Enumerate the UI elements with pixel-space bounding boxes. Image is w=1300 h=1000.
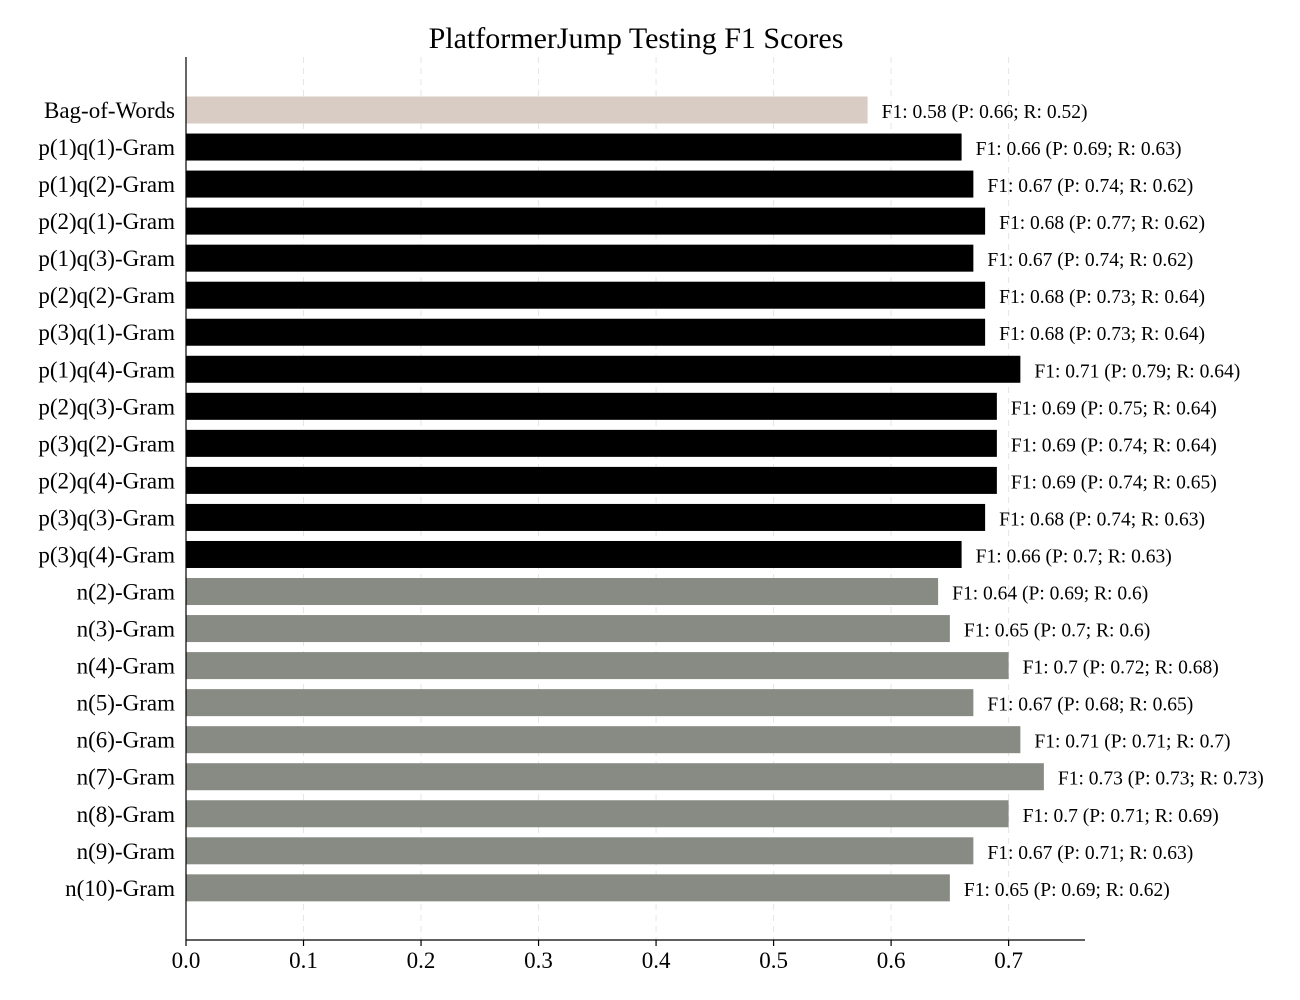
bar-n-2-gram bbox=[186, 578, 939, 606]
bar-value-label: F1: 0.67 (P: 0.74; R: 0.62) bbox=[987, 176, 1193, 197]
bar-p-3-q-2-gram bbox=[186, 429, 997, 457]
chart-title: PlatformerJump Testing F1 Scores bbox=[429, 22, 844, 55]
bar-value-label: F1: 0.73 (P: 0.73; R: 0.73) bbox=[1058, 769, 1264, 790]
y-category-label: p(1)q(4)-Gram bbox=[38, 357, 175, 382]
bar-value-label: F1: 0.65 (P: 0.7; R: 0.6) bbox=[964, 621, 1150, 642]
bar-value-label: F1: 0.69 (P: 0.75; R: 0.64) bbox=[1011, 398, 1217, 419]
labels-group: 0.0 0.1 0.2 0.3 0.4 0.5 0.6 0.7 Bag-of-Words F1: … bbox=[38, 98, 1263, 973]
bars-group bbox=[186, 96, 1044, 902]
bar-p-2-q-4-gram bbox=[186, 466, 997, 494]
bar-p-2-q-1-gram bbox=[186, 207, 986, 235]
bar-n-9-gram bbox=[186, 837, 974, 865]
grid-lines bbox=[303, 57, 1010, 940]
x-tick-label: 0.6 bbox=[877, 948, 906, 973]
x-tick-label: 0.7 bbox=[994, 948, 1023, 973]
y-category-label: p(3)q(3)-Gram bbox=[38, 505, 175, 530]
bar-value-label: F1: 0.67 (P: 0.68; R: 0.65) bbox=[987, 695, 1193, 716]
bar-value-label: F1: 0.71 (P: 0.79; R: 0.64) bbox=[1034, 361, 1240, 382]
y-category-label: p(1)q(1)-Gram bbox=[38, 135, 175, 160]
y-category-label: p(3)q(1)-Gram bbox=[38, 320, 175, 345]
bar-value-label: F1: 0.69 (P: 0.74; R: 0.64) bbox=[1011, 435, 1217, 456]
bar-n-3-gram bbox=[186, 615, 950, 643]
y-category-label: p(3)q(2)-Gram bbox=[38, 431, 175, 456]
bar-p-1-q-3-gram bbox=[186, 244, 974, 272]
bar-p-1-q-4-gram bbox=[186, 355, 1021, 383]
y-category-label: p(2)q(3)-Gram bbox=[38, 394, 175, 419]
bar-p-3-q-4-gram bbox=[186, 540, 962, 568]
axes-group bbox=[185, 57, 1085, 946]
bar-bag-of-words bbox=[186, 96, 868, 124]
bar-value-label: F1: 0.64 (P: 0.69; R: 0.6) bbox=[952, 584, 1148, 605]
y-category-label: n(3)-Gram bbox=[77, 617, 175, 642]
y-category-label: p(2)q(4)-Gram bbox=[38, 468, 175, 493]
bar-n-10-gram bbox=[186, 874, 950, 902]
bar-value-label: F1: 0.67 (P: 0.74; R: 0.62) bbox=[987, 250, 1193, 271]
bar-value-label: F1: 0.68 (P: 0.74; R: 0.63) bbox=[999, 509, 1205, 530]
y-category-label: n(6)-Gram bbox=[77, 728, 175, 753]
bar-value-label: F1: 0.71 (P: 0.71; R: 0.7) bbox=[1034, 732, 1230, 753]
bar-value-label: F1: 0.65 (P: 0.69; R: 0.62) bbox=[964, 880, 1170, 901]
y-category-label: p(1)q(2)-Gram bbox=[38, 172, 175, 197]
bar-p-3-q-1-gram bbox=[186, 318, 986, 346]
bar-value-label: F1: 0.58 (P: 0.66; R: 0.52) bbox=[882, 102, 1088, 123]
bar-n-4-gram bbox=[186, 652, 1009, 680]
bar-value-label: F1: 0.66 (P: 0.69; R: 0.63) bbox=[976, 139, 1182, 160]
y-category-label: p(2)q(2)-Gram bbox=[38, 283, 175, 308]
bar-p-1-q-1-gram bbox=[186, 133, 962, 161]
x-tick-label: 0.0 bbox=[172, 948, 201, 973]
x-tick-label: 0.5 bbox=[759, 948, 788, 973]
y-category-label: n(8)-Gram bbox=[77, 802, 175, 827]
bar-p-3-q-3-gram bbox=[186, 503, 986, 531]
bar-value-label: F1: 0.7 (P: 0.72; R: 0.68) bbox=[1023, 658, 1219, 679]
x-tick-label: 0.3 bbox=[524, 948, 553, 973]
y-category-label: n(10)-Gram bbox=[65, 876, 175, 901]
y-category-label: p(3)q(4)-Gram bbox=[38, 542, 175, 567]
bar-n-8-gram bbox=[186, 800, 1009, 828]
y-category-label: n(9)-Gram bbox=[77, 839, 175, 864]
bar-p-1-q-2-gram bbox=[186, 170, 974, 198]
x-tick-label: 0.1 bbox=[289, 948, 318, 973]
y-category-label: n(5)-Gram bbox=[77, 691, 175, 716]
y-category-label: p(1)q(3)-Gram bbox=[38, 246, 175, 271]
x-tick-label: 0.4 bbox=[642, 948, 671, 973]
x-tick-label: 0.2 bbox=[407, 948, 436, 973]
bar-n-5-gram bbox=[186, 689, 974, 717]
y-category-label: n(7)-Gram bbox=[77, 765, 175, 790]
y-category-label: Bag-of-Words bbox=[44, 98, 175, 123]
y-category-label: n(4)-Gram bbox=[77, 654, 175, 679]
bar-p-2-q-3-gram bbox=[186, 392, 997, 420]
bar-value-label: F1: 0.7 (P: 0.71; R: 0.69) bbox=[1023, 806, 1219, 827]
bar-value-label: F1: 0.69 (P: 0.74; R: 0.65) bbox=[1011, 472, 1217, 493]
bar-n-7-gram bbox=[186, 763, 1044, 791]
bar-n-6-gram bbox=[186, 726, 1021, 754]
bar-value-label: F1: 0.68 (P: 0.77; R: 0.62) bbox=[999, 213, 1205, 234]
y-category-label: n(2)-Gram bbox=[77, 580, 175, 605]
bar-value-label: F1: 0.68 (P: 0.73; R: 0.64) bbox=[999, 287, 1205, 308]
bar-value-label: F1: 0.68 (P: 0.73; R: 0.64) bbox=[999, 324, 1205, 345]
bar-value-label: F1: 0.67 (P: 0.71; R: 0.63) bbox=[987, 843, 1193, 864]
y-category-label: p(2)q(1)-Gram bbox=[38, 209, 175, 234]
bar-value-label: F1: 0.66 (P: 0.7; R: 0.63) bbox=[976, 546, 1172, 567]
bar-p-2-q-2-gram bbox=[186, 281, 986, 309]
